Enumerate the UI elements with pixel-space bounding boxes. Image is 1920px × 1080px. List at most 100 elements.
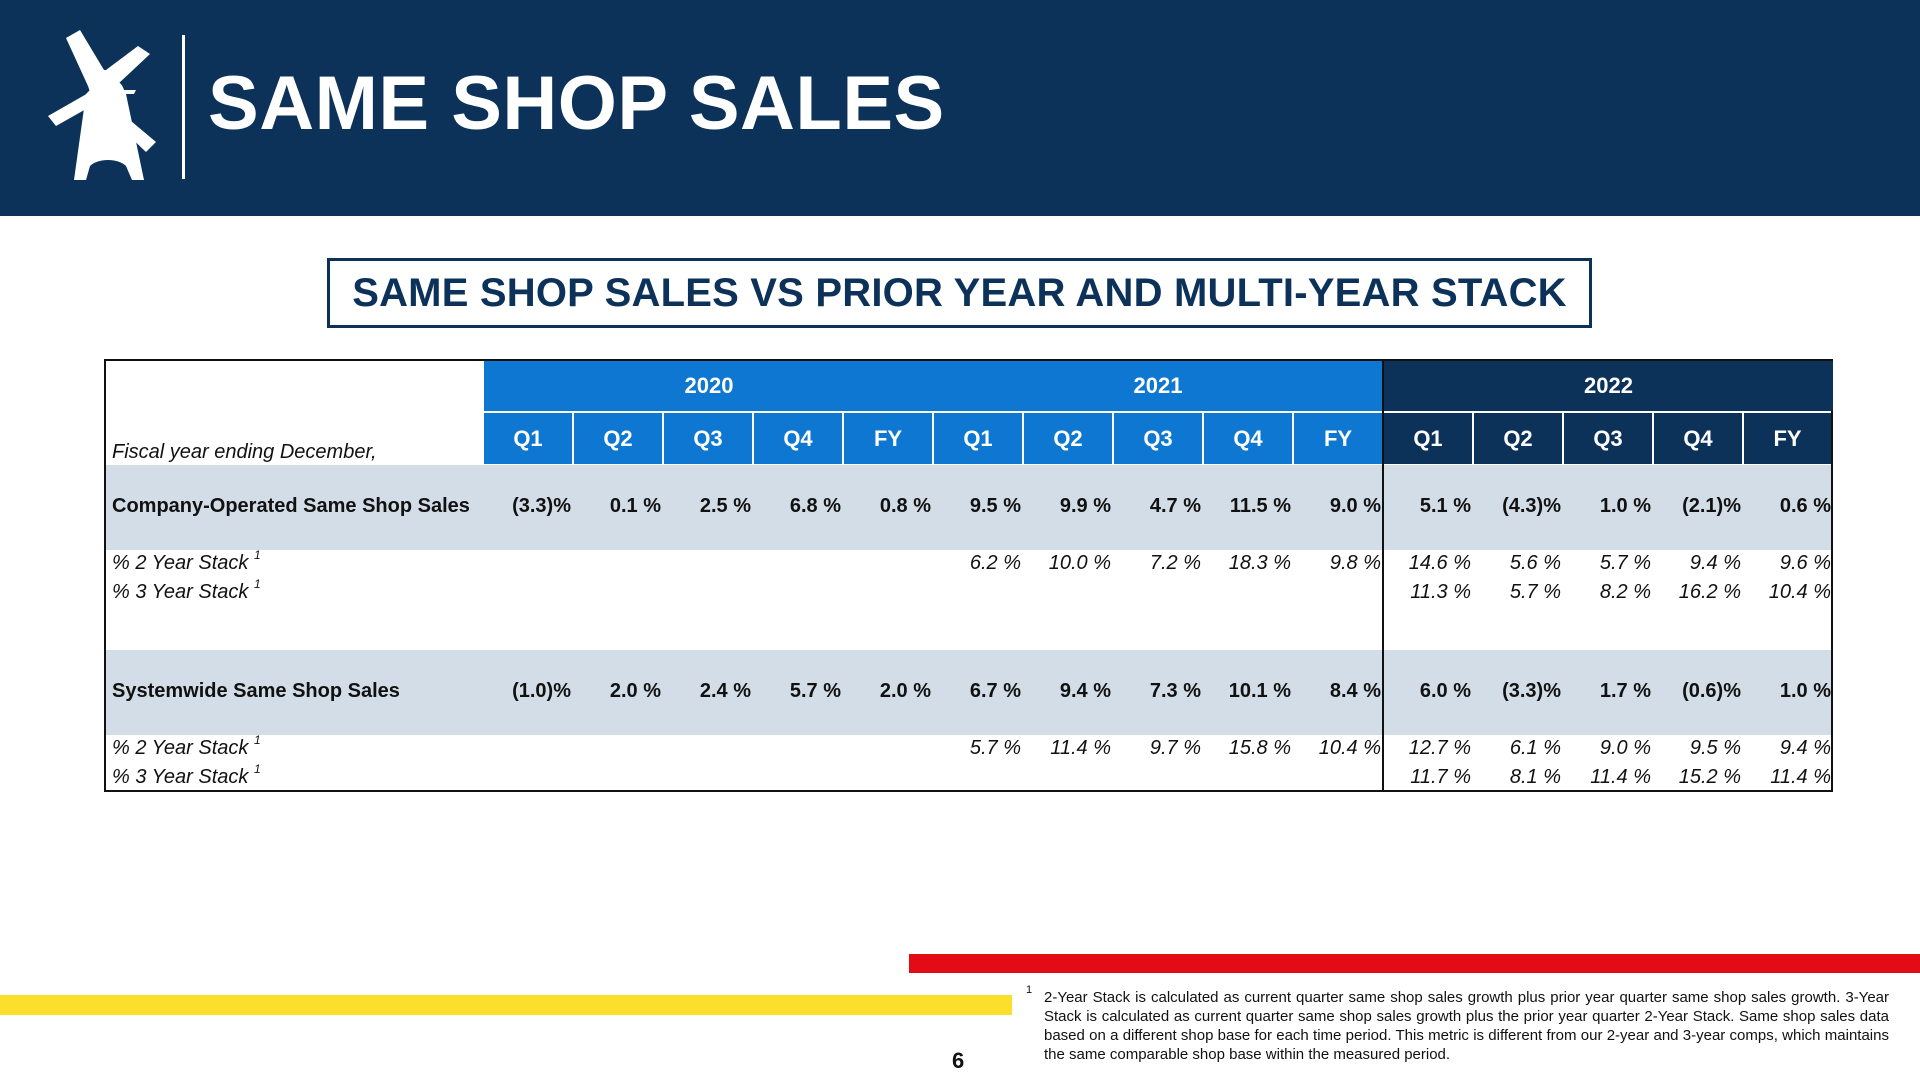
- table-cell: 5.6 %: [1509, 552, 1561, 574]
- row-label-text: % 3 Year Stack: [112, 581, 249, 603]
- header-row-separator: [484, 411, 1831, 413]
- quarter-header-2020-fy: FY: [844, 413, 932, 464]
- footnote-ref-marker: 1: [253, 733, 261, 747]
- table-cell: 11.4 %: [1770, 766, 1831, 788]
- footnote-ref-marker: 1: [253, 577, 261, 591]
- table-cell: 9.7 %: [1149, 737, 1201, 759]
- table-cell: 10.4 %: [1768, 581, 1831, 603]
- footnote-marker: 1: [1026, 984, 1033, 996]
- table-cell: 9.4 %: [1689, 552, 1741, 574]
- table-cell: 9.4 %: [1779, 737, 1831, 759]
- table-cell: 9.5 %: [1689, 737, 1741, 759]
- quarter-header-2020-q1: Q1: [484, 413, 572, 464]
- table-cell: 11.5 %: [1229, 495, 1291, 517]
- table-cell: 1.0 %: [1779, 680, 1831, 702]
- table-cell: 8.2 %: [1599, 581, 1651, 603]
- quarter-header-2022-q2: Q2: [1474, 413, 1562, 464]
- row-label-text: % 2 Year Stack: [112, 737, 249, 759]
- page-title: SAME SHOP SALES: [208, 61, 945, 146]
- quarter-header-2020-q4: Q4: [754, 413, 842, 464]
- yellow-stripe: [0, 995, 1012, 1015]
- table-cell: 9.4 %: [1059, 680, 1111, 702]
- quarter-header-2021-q1: Q1: [934, 413, 1022, 464]
- year-header-2020: 2020: [484, 361, 934, 411]
- table-cell: 0.6 %: [1779, 495, 1831, 517]
- table-cell: 10.1 %: [1228, 680, 1291, 702]
- quarter-header-2021-fy: FY: [1294, 413, 1382, 464]
- table-cell: 15.2 %: [1678, 766, 1741, 788]
- table-cell: 5.7 %: [1509, 581, 1561, 603]
- quarter-header-2021-q4: Q4: [1204, 413, 1292, 464]
- table-cell: 2.4 %: [699, 680, 751, 702]
- row-label: % 2 Year Stack 1: [112, 733, 261, 760]
- table-cell: 9.5 %: [969, 495, 1021, 517]
- table-cell: 6.0 %: [1419, 680, 1471, 702]
- row-label: Systemwide Same Shop Sales: [112, 680, 400, 703]
- table-cell: 9.9 %: [1059, 495, 1111, 517]
- table-cell: 9.0 %: [1599, 737, 1651, 759]
- table-cell: 6.7 %: [969, 680, 1021, 702]
- table-cell: 0.1 %: [609, 495, 661, 517]
- table-cell: 9.6 %: [1779, 552, 1831, 574]
- table-cell: 5.7 %: [969, 737, 1021, 759]
- table-cell: 12.7 %: [1408, 737, 1471, 759]
- red-stripe: [909, 954, 1920, 973]
- page-number: 6: [952, 1048, 965, 1073]
- windmill-logo-icon: [48, 30, 156, 180]
- table-cell: 6.1 %: [1509, 737, 1561, 759]
- footnote-ref-marker: 1: [253, 762, 261, 776]
- table-subtitle: SAME SHOP SALES VS PRIOR YEAR AND MULTI-…: [352, 270, 1567, 315]
- table-cell: 4.7 %: [1149, 495, 1201, 517]
- quarter-header-2020-q2: Q2: [574, 413, 662, 464]
- table-cell: 15.8 %: [1228, 737, 1291, 759]
- row-label-text: Systemwide Same Shop Sales: [112, 680, 400, 702]
- fy2022-divider: [1382, 361, 1384, 790]
- quarter-header-2022-q1: Q1: [1384, 413, 1472, 464]
- table-cell: 5.1 %: [1419, 495, 1471, 517]
- row-shade-band: [106, 465, 1831, 550]
- table-cell: 6.2 %: [969, 552, 1021, 574]
- table-cell: 9.0 %: [1329, 495, 1381, 517]
- table-cell: 8.4 %: [1329, 680, 1381, 702]
- row-label: % 3 Year Stack 1: [112, 762, 261, 789]
- quarter-header-2021-q3: Q3: [1114, 413, 1202, 464]
- table-cell: 2.0 %: [879, 680, 931, 702]
- table-cell: 2.0 %: [609, 680, 661, 702]
- header-divider: [182, 35, 185, 179]
- quarter-header-2022-fy: FY: [1744, 413, 1831, 464]
- table-cell: 2.5 %: [699, 495, 751, 517]
- table-cell: 0.8 %: [879, 495, 931, 517]
- table-cell: (0.6)%: [1682, 680, 1741, 702]
- table-cell: 16.2 %: [1678, 581, 1741, 603]
- year-header-2021: 2021: [934, 361, 1382, 411]
- row-label-text: % 2 Year Stack: [112, 552, 249, 574]
- fiscal-year-label: Fiscal year ending December,: [112, 441, 377, 463]
- table-cell: 10.4 %: [1318, 737, 1381, 759]
- quarter-header-2020-q3: Q3: [664, 413, 752, 464]
- table-cell: 5.7 %: [1599, 552, 1651, 574]
- table-cell: 7.2 %: [1149, 552, 1201, 574]
- table-cell: (1.0)%: [512, 680, 571, 702]
- table-cell: 18.3 %: [1228, 552, 1291, 574]
- header-bar: SAME SHOP SALES: [0, 0, 1920, 216]
- row-shade-band: [106, 650, 1831, 735]
- footnote-text: 2-Year Stack is calculated as current qu…: [1044, 989, 1889, 1063]
- table-cell: 14.6 %: [1408, 552, 1471, 574]
- quarter-header-2022-q3: Q3: [1564, 413, 1652, 464]
- table-cell: (3.3)%: [512, 495, 571, 517]
- same-shop-sales-table: Fiscal year ending December, 2020 2021 202…: [104, 359, 1833, 792]
- row-label-text: Company-Operated Same Shop Sales: [112, 495, 470, 517]
- table-cell: 11.4 %: [1050, 737, 1111, 759]
- table-cell: 8.1 %: [1509, 766, 1561, 788]
- table-cell: 6.8 %: [789, 495, 841, 517]
- table-cell: 11.7 %: [1410, 766, 1471, 788]
- subtitle-box: SAME SHOP SALES VS PRIOR YEAR AND MULTI-…: [327, 258, 1592, 328]
- row-label: % 3 Year Stack 1: [112, 577, 261, 604]
- table-cell: 9.8 %: [1329, 552, 1381, 574]
- quarter-header-2022-q4: Q4: [1654, 413, 1742, 464]
- row-label: % 2 Year Stack 1: [112, 548, 261, 575]
- table-cell: (4.3)%: [1502, 495, 1561, 517]
- footnote-ref-marker: 1: [253, 548, 261, 562]
- table-cell: (3.3)%: [1502, 680, 1561, 702]
- table-cell: 5.7 %: [789, 680, 841, 702]
